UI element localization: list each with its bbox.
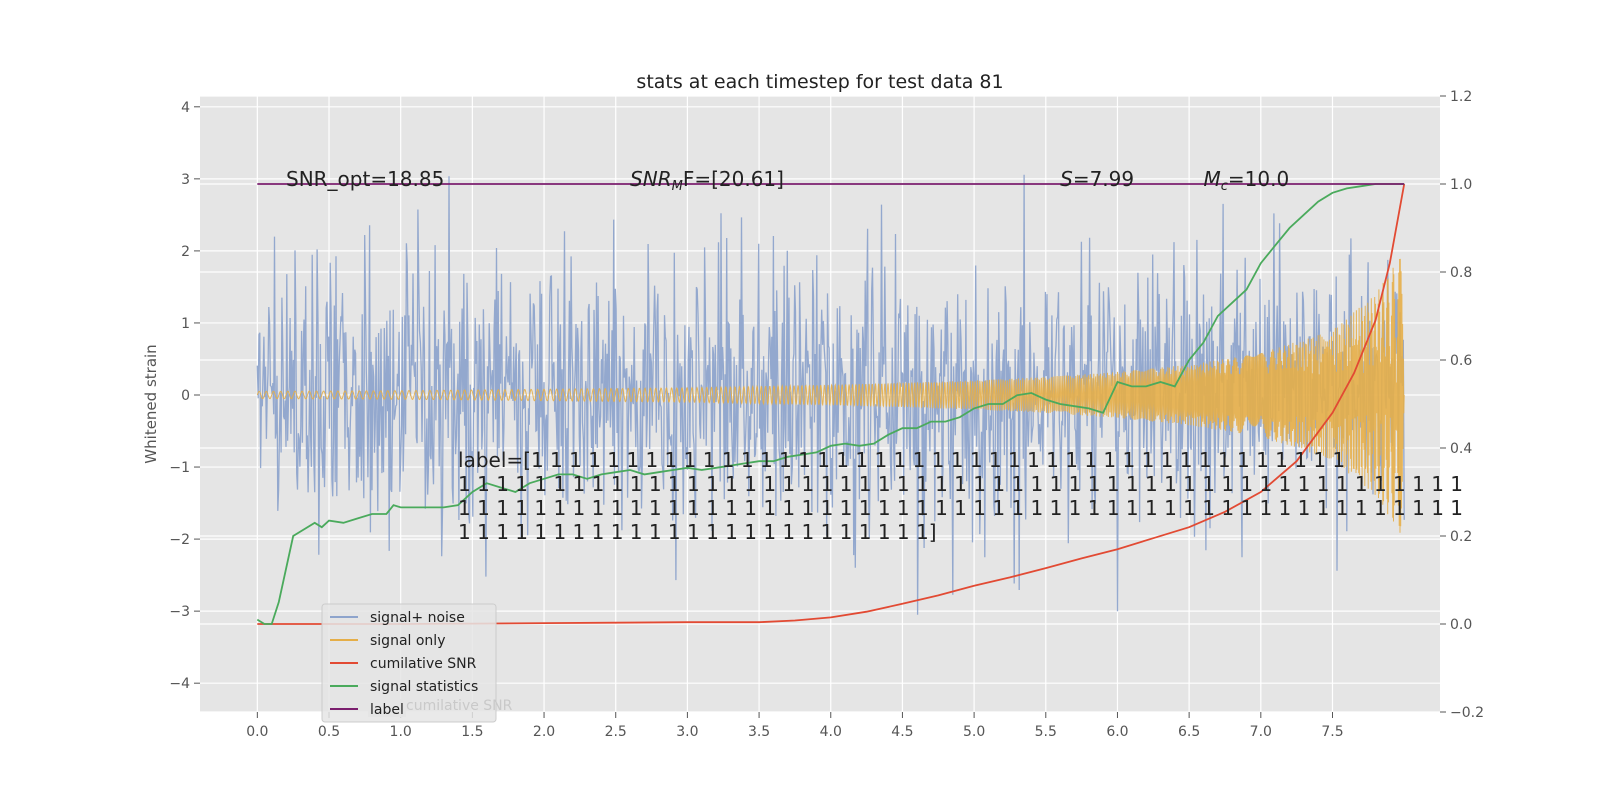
x-tick-label: 3.0 bbox=[676, 724, 698, 740]
legend-label-backdrop bbox=[368, 699, 406, 717]
y2-tick-label: 0.2 bbox=[1450, 529, 1472, 545]
series-line-signal-statistics bbox=[256, 183, 1405, 625]
legend-label: label bbox=[370, 702, 404, 718]
y-tick-label: −4 bbox=[169, 676, 190, 692]
y-axis-label: Whitened strain bbox=[142, 344, 160, 463]
y-tick-label: 2 bbox=[181, 244, 190, 260]
series-signal-plus-noise bbox=[256, 174, 1405, 615]
signal-only-line bbox=[256, 258, 1405, 533]
x-tick-label: 7.0 bbox=[1250, 724, 1272, 740]
y-tick-label: 0 bbox=[181, 388, 190, 404]
series-lines bbox=[256, 183, 1406, 625]
legend-label: signal only bbox=[370, 633, 445, 649]
y-tick-label: 1 bbox=[181, 316, 190, 332]
x-tick-label: 2.5 bbox=[605, 724, 627, 740]
chart-title: stats at each timestep for test data 81 bbox=[636, 71, 1003, 93]
y2-tick-label: 1.2 bbox=[1450, 89, 1472, 105]
annotation-3: Mc=10.0 bbox=[1203, 167, 1289, 194]
x-tick-label: 0.0 bbox=[246, 724, 268, 740]
series-signal-only bbox=[256, 258, 1405, 533]
y-tick-label: −1 bbox=[169, 460, 190, 476]
y-tick-label: −3 bbox=[169, 604, 190, 620]
x-tick-label: 2.0 bbox=[533, 724, 555, 740]
label-text-line: 1 1 1 1 1 1 1 1 1 1 1 1 1 1 1 1 1 1 1 1 … bbox=[458, 520, 937, 544]
y-tick-label: 4 bbox=[181, 100, 190, 116]
y2-tick-label: 1.0 bbox=[1450, 177, 1472, 193]
y-tick-label: 3 bbox=[181, 172, 190, 188]
x-tick-label: 4.5 bbox=[891, 724, 913, 740]
x-tick-label: 5.0 bbox=[963, 724, 985, 740]
annotation-0: SNR_opt=18.85 bbox=[286, 167, 444, 191]
legend-label: signal statistics bbox=[370, 679, 478, 695]
y2-tick-label: 0.4 bbox=[1450, 441, 1472, 457]
x-tick-label: 3.5 bbox=[748, 724, 770, 740]
label-text-line: label=[1 1 1 1 1 1 1 1 1 1 1 1 1 1 1 1 1… bbox=[458, 448, 1345, 472]
signal-plus-noise-line bbox=[256, 174, 1405, 615]
label-text-line: 1 1 1 1 1 1 1 1 1 1 1 1 1 1 1 1 1 1 1 1 … bbox=[458, 472, 1463, 496]
x-tick-label: 1.5 bbox=[461, 724, 483, 740]
x-tick-label: 4.0 bbox=[820, 724, 842, 740]
legend-label: signal+ noise bbox=[370, 610, 465, 626]
y2-tick-label: 0.6 bbox=[1450, 353, 1472, 369]
legend-box bbox=[321, 603, 497, 723]
x-tick-label: 6.0 bbox=[1106, 724, 1128, 740]
x-tick-label: 0.5 bbox=[318, 724, 340, 740]
y2-tick-label: 0.0 bbox=[1450, 617, 1472, 633]
x-tick-label: 1.0 bbox=[390, 724, 412, 740]
annotation-2: S=7.99 bbox=[1060, 167, 1134, 191]
label-text-line: 1 1 1 1 1 1 1 1 1 1 1 1 1 1 1 1 1 1 1 1 … bbox=[458, 496, 1463, 520]
annotation-1: SNRMF=[20.61] bbox=[630, 167, 784, 194]
x-tick-label: 7.5 bbox=[1321, 724, 1343, 740]
legend-label: cumilative SNR bbox=[370, 656, 477, 672]
x-tick-label: 5.5 bbox=[1035, 724, 1057, 740]
axes: 0.0 0.5 1.0 1.5 2.0 2.5 3.0 3.5 4.0 4.5 5.0 5.5 6.0 6… bbox=[169, 89, 1484, 740]
annotations: SNR_opt=18.85 SNRMF=[20.61] S=7.99 Mc=10.0 l… bbox=[286, 167, 1463, 544]
x-tick-label: 6.5 bbox=[1178, 724, 1200, 740]
legend-ghost-text: cumilative SNR bbox=[406, 698, 513, 714]
y-tick-label: −2 bbox=[169, 532, 190, 548]
y2-tick-label: −0.2 bbox=[1450, 705, 1484, 721]
series-line-cumilative-snr bbox=[257, 183, 1406, 625]
legend: cumilative SNR signal+ noise signal only cu… bbox=[321, 603, 513, 723]
y2-tick-label: 0.8 bbox=[1450, 265, 1472, 281]
